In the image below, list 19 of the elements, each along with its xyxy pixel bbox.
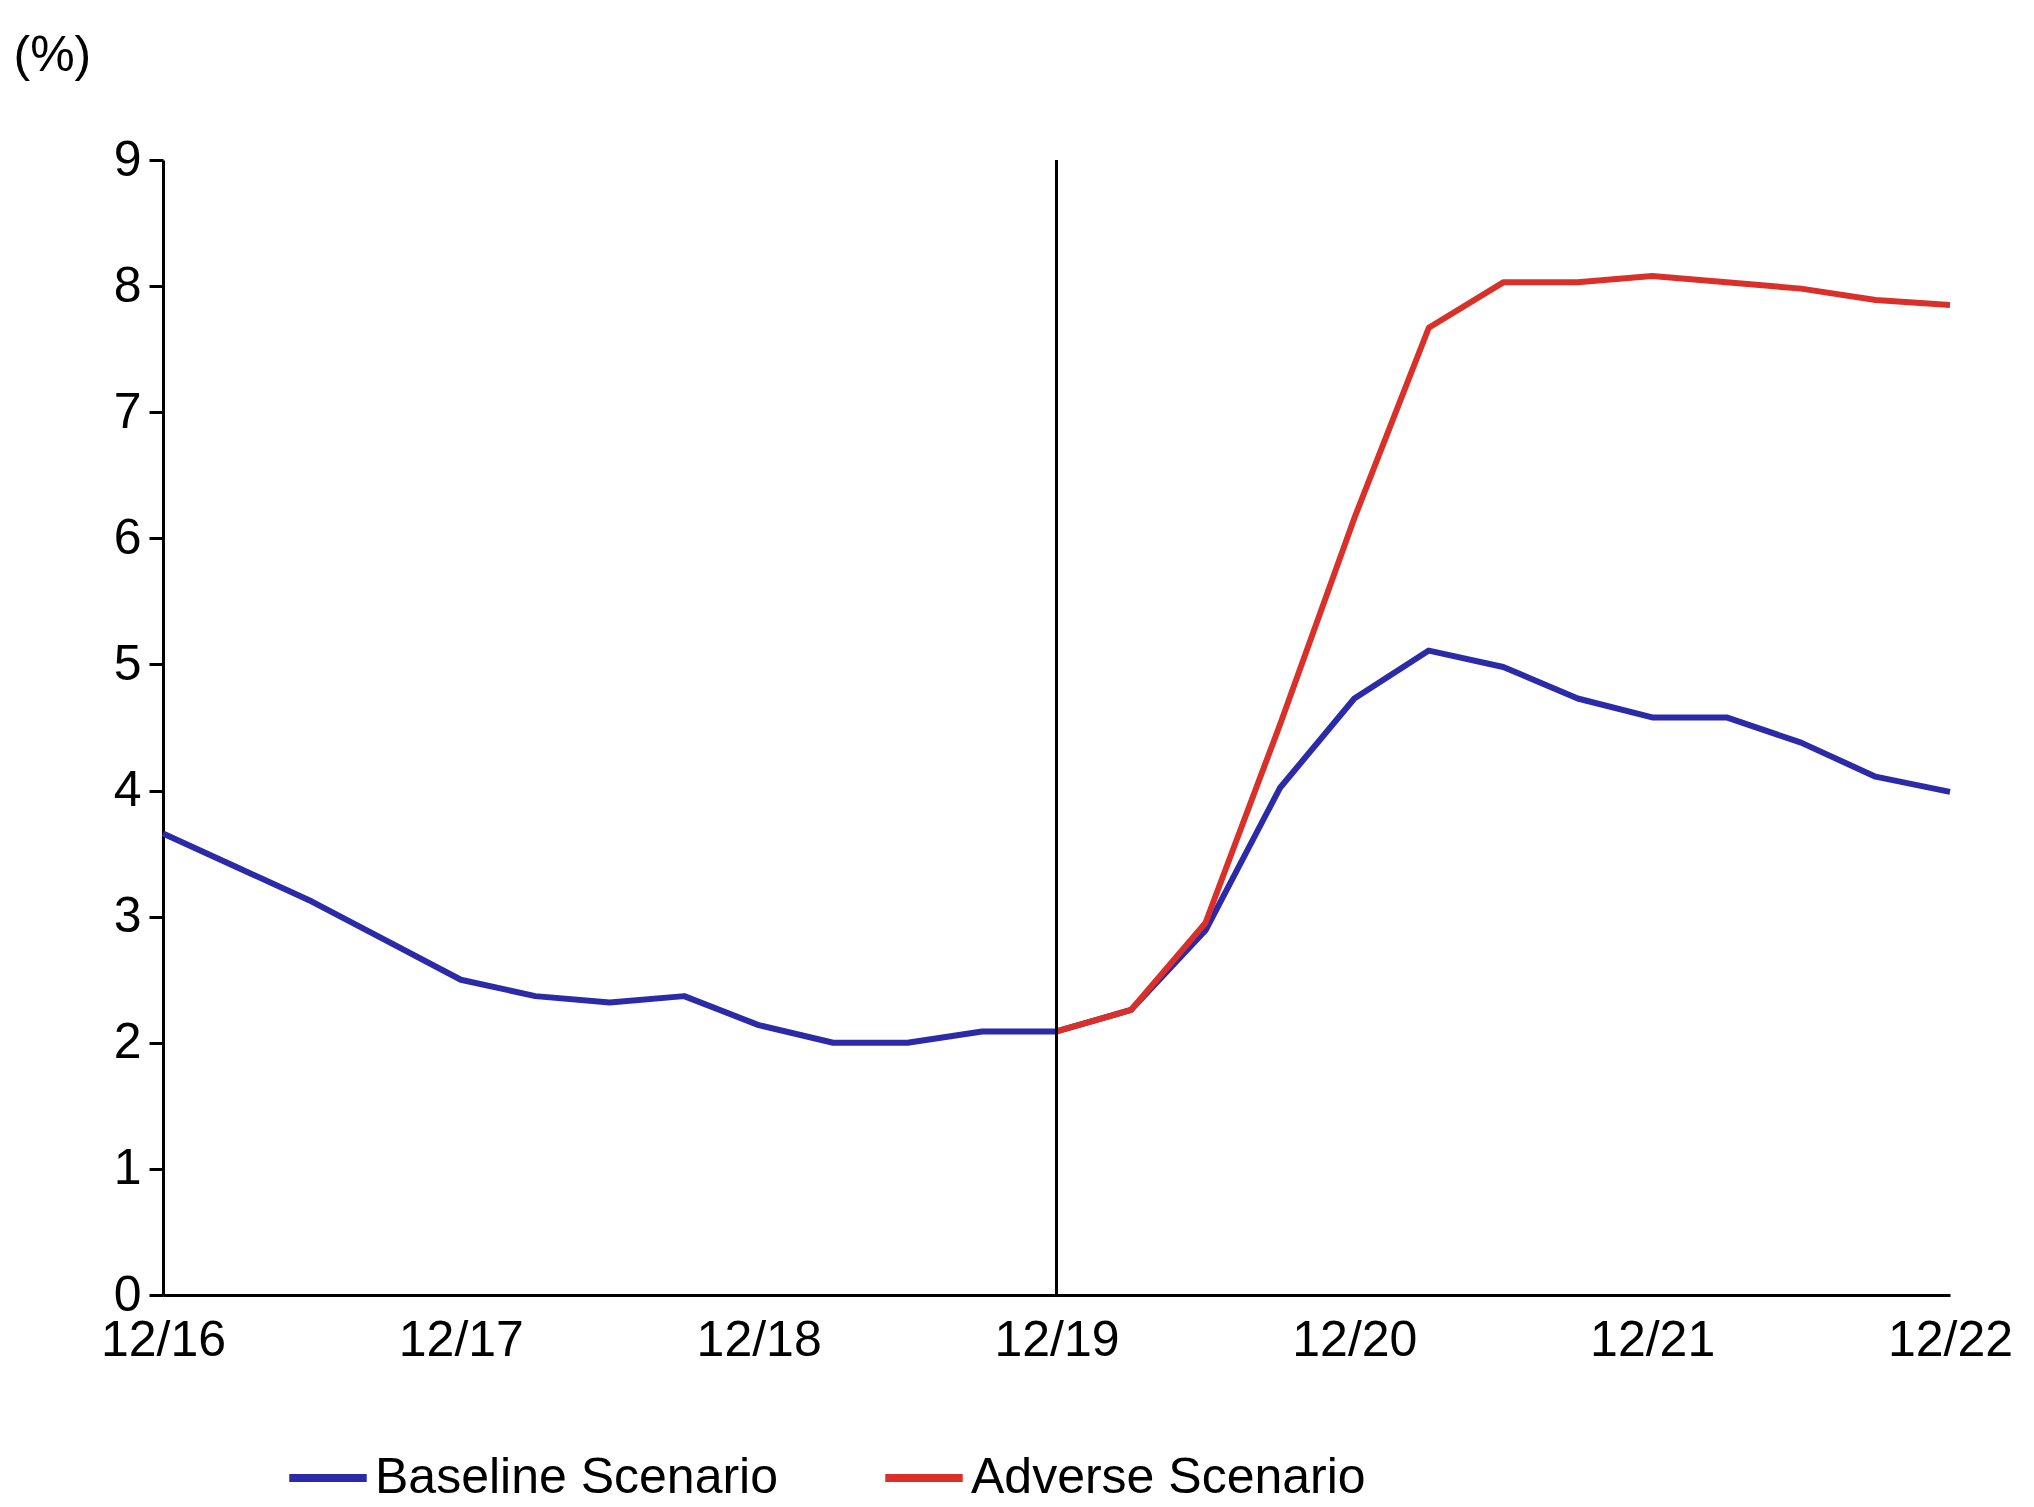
y-axis-title: (%) xyxy=(13,25,92,82)
x-tick-label: 12/22 xyxy=(1887,1310,2014,1367)
y-tick-label: 7 xyxy=(113,382,142,439)
legend-label: Baseline Scenario xyxy=(375,1448,779,1504)
y-tick-label: 8 xyxy=(113,256,142,313)
x-tick-label: 12/17 xyxy=(398,1310,524,1367)
y-tick-label: 3 xyxy=(113,887,142,944)
y-tick-label: 6 xyxy=(113,508,142,565)
x-tick-label: 12/21 xyxy=(1590,1310,1716,1367)
x-tick-label: 12/19 xyxy=(994,1310,1120,1367)
legend-label: Adverse Scenario xyxy=(971,1448,1366,1504)
y-tick-label: 5 xyxy=(113,634,142,691)
x-tick-label: 12/20 xyxy=(1292,1310,1418,1367)
y-tick-label: 1 xyxy=(113,1139,142,1196)
x-tick-label: 12/18 xyxy=(696,1310,822,1367)
y-tick-label: 9 xyxy=(113,130,142,187)
y-tick-label: 2 xyxy=(113,1013,142,1070)
x-tick-label: 12/16 xyxy=(100,1310,227,1367)
y-tick-label: 4 xyxy=(113,761,142,818)
